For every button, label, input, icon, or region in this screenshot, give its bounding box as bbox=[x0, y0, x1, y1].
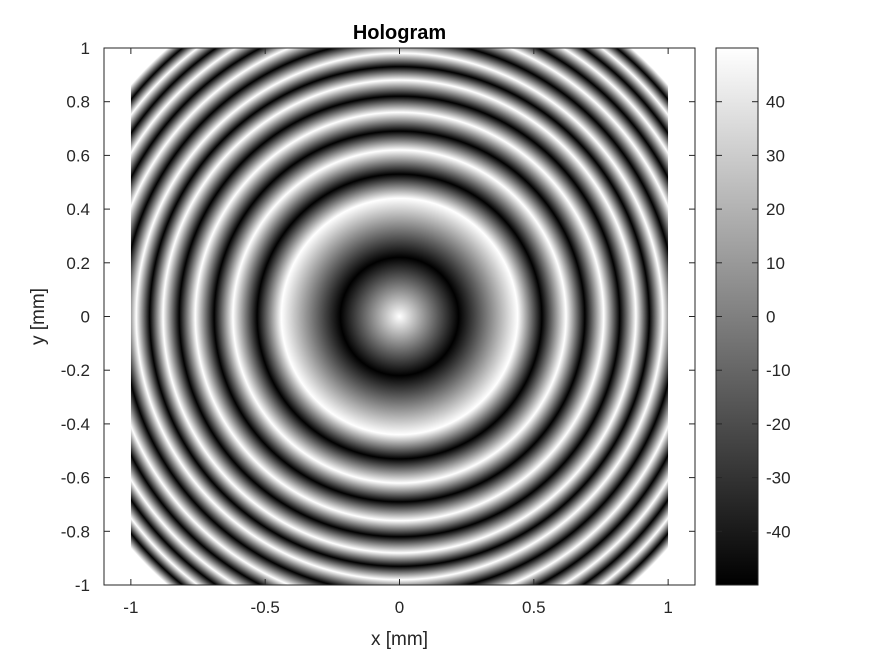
colorbar-tick-label: -30 bbox=[766, 469, 791, 488]
y-axis-label: y [mm] bbox=[28, 288, 49, 345]
colorbar-tick-label: 30 bbox=[766, 146, 785, 165]
x-tick-label: 0 bbox=[395, 598, 404, 617]
colorbar-tick-label: 40 bbox=[766, 93, 785, 112]
x-axis-label: x [mm] bbox=[371, 629, 428, 650]
hologram-image bbox=[130, 48, 669, 585]
y-tick-label: 1 bbox=[81, 39, 90, 58]
colorbar-tick-label: -40 bbox=[766, 522, 791, 541]
colorbar-tick-label: -20 bbox=[766, 415, 791, 434]
colorbar-tick-label: -10 bbox=[766, 361, 791, 380]
x-tick-label: 0.5 bbox=[522, 598, 546, 617]
colorbar-ticks: -40 -30 -20 -10 0 10 20 30 40 bbox=[716, 93, 791, 541]
colorbar-tick-label: 0 bbox=[766, 308, 775, 327]
chart-title: Hologram bbox=[353, 22, 446, 44]
colorbar-tick-label: 20 bbox=[766, 200, 785, 219]
y-axis-ticks: -1 -0.8 -0.6 -0.4 -0.2 0 0.2 0.4 0.6 0.8 1 bbox=[61, 39, 695, 595]
y-tick-label: -0.4 bbox=[61, 415, 90, 434]
colorbar-tick-label: 10 bbox=[766, 254, 785, 273]
x-tick-label: 1 bbox=[663, 598, 672, 617]
y-tick-label: 0.4 bbox=[66, 200, 90, 219]
x-axis-ticks: -1 -0.5 0 0.5 1 bbox=[123, 48, 673, 617]
colorbar bbox=[715, 47, 759, 586]
y-tick-label: -0.2 bbox=[61, 361, 90, 380]
y-tick-label: 0.2 bbox=[66, 254, 90, 273]
y-tick-label: -1 bbox=[75, 576, 90, 595]
y-tick-label: 0 bbox=[81, 308, 90, 327]
x-tick-label: -0.5 bbox=[251, 598, 280, 617]
y-tick-label: 0.8 bbox=[66, 93, 90, 112]
y-tick-label: 0.6 bbox=[66, 146, 90, 165]
y-tick-label: -0.8 bbox=[61, 522, 90, 541]
y-tick-label: -0.6 bbox=[61, 469, 90, 488]
x-tick-label: -1 bbox=[123, 598, 138, 617]
